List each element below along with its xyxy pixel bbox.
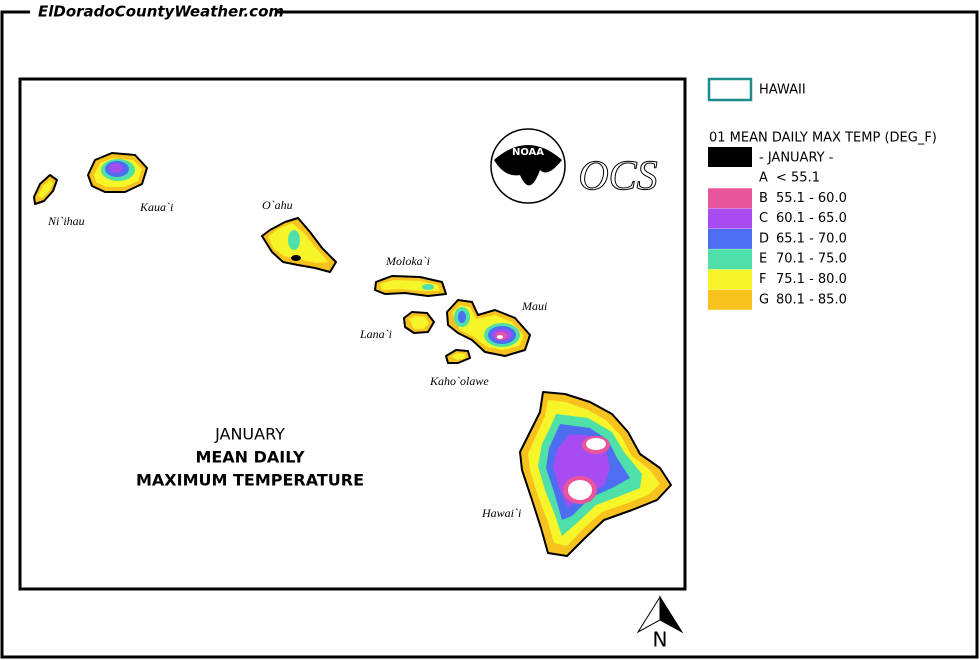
island-label: Moloka`i [385,254,430,268]
boundary-swatch [707,77,753,102]
legend-range: 60.1 - 65.0 [776,211,847,226]
island-label: Maui [521,299,547,313]
legend-code: G [759,292,769,307]
legend-swatch [708,249,752,270]
island-label: Hawai`i [481,506,521,520]
zone [586,438,606,450]
island-label: Lana`i [359,327,392,341]
legend-code: A [759,171,768,186]
north-arrow [659,595,684,634]
zone [497,335,503,339]
legend-code: F [759,272,766,287]
legend-swatch [708,208,752,229]
caption-line: MAXIMUM TEMPERATURE [136,471,364,490]
legend-swatch [708,168,752,188]
legend-swatch [708,188,752,209]
legend-classes: A < 55.1 B 55.1 - 60.0 C 60.1 - 65.0 D 65.1 - 7… [708,168,847,310]
legend-swatch [708,269,752,290]
legend-code: C [759,211,768,226]
legend-code: D [759,231,769,246]
legend-period: - JANUARY - [759,151,834,166]
zone [109,163,123,173]
site-title: ElDoradoCountyWeather.com [38,3,284,21]
boundary-label: HAWAII [759,83,806,98]
legend-code: B [759,191,768,206]
ocs-text: OCS [578,154,657,200]
legend-title: 01 MEAN DAILY MAX TEMP (DEG_F) [709,131,937,146]
zone [451,353,465,360]
caption-month: JANUARY [214,425,285,444]
island-label: Kaho`olawe [429,374,489,388]
noaa-text: NOAA [512,147,544,158]
zone [288,230,300,250]
title-bg [30,2,275,22]
legend-swatch [708,289,752,310]
period-swatch [708,147,752,167]
legend-range: 65.1 - 70.0 [776,231,847,246]
zone [38,180,53,198]
islands [33,152,672,557]
north-label: N [653,628,668,652]
caption-line: MEAN DAILY [195,448,305,467]
legend-range: < 55.1 [776,171,820,186]
island-label: O`ahu [262,198,293,212]
zone [409,316,429,329]
legend-swatch [708,228,752,249]
noaa-bird [494,145,562,186]
zone [291,255,301,261]
island-label: Ni`ihau [47,214,85,228]
zone [422,284,434,290]
zone [458,311,466,323]
legend-code: E [759,252,767,267]
outer-frame [0,10,979,659]
legend-range: 75.1 - 80.0 [776,272,847,287]
legend-range: 55.1 - 60.0 [776,191,847,206]
zone [568,480,592,500]
island-label: Kaua`i [139,200,173,214]
legend-range: 70.1 - 75.0 [776,252,847,267]
legend-range: 80.1 - 85.0 [776,292,847,307]
